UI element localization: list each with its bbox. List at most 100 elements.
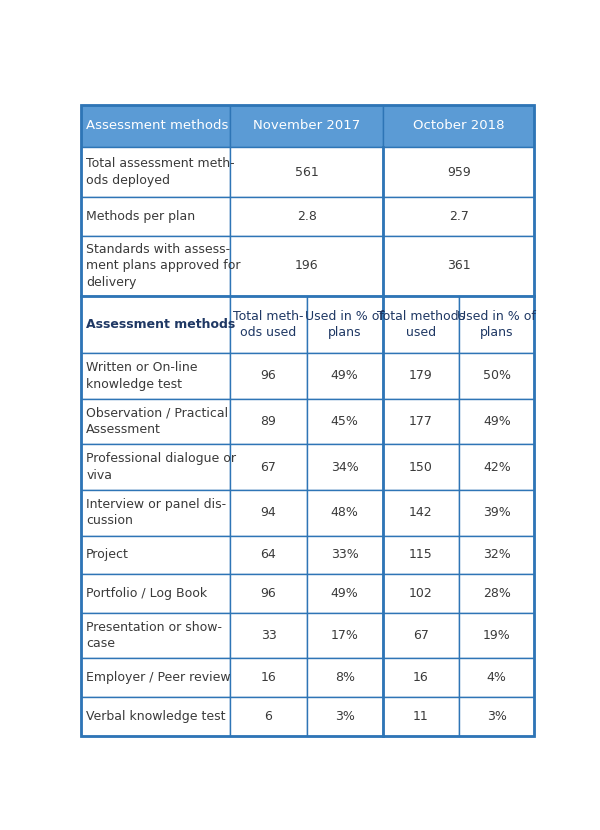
Bar [80, 353, 230, 398]
Text: 2.7: 2.7 [449, 210, 469, 223]
Text: 89: 89 [260, 415, 277, 428]
Bar [383, 658, 459, 697]
Bar [80, 697, 230, 735]
Text: Interview or panel dis-
cussion: Interview or panel dis- cussion [86, 498, 226, 528]
Bar [307, 574, 383, 613]
Bar [383, 535, 459, 574]
Text: 49%: 49% [483, 415, 511, 428]
Bar [383, 353, 459, 398]
Bar [383, 295, 459, 353]
Bar [459, 490, 535, 535]
Text: 96: 96 [260, 587, 277, 600]
Text: Used in % of
plans: Used in % of plans [457, 310, 536, 339]
Bar [383, 236, 535, 295]
Bar [307, 353, 383, 398]
Bar [459, 398, 535, 444]
Bar [230, 444, 307, 490]
Text: 361: 361 [447, 259, 470, 272]
Bar [230, 535, 307, 574]
Text: Assessment methods: Assessment methods [86, 318, 235, 331]
Text: Assessment methods: Assessment methods [86, 120, 229, 132]
Bar [459, 613, 535, 658]
Bar [80, 198, 230, 236]
Text: 33: 33 [260, 629, 277, 642]
Text: 142: 142 [409, 506, 433, 520]
Bar [383, 574, 459, 613]
Bar [383, 398, 459, 444]
Text: 33%: 33% [331, 549, 359, 561]
Bar [80, 236, 230, 295]
Bar [383, 697, 459, 735]
Bar [80, 295, 230, 353]
Bar [383, 105, 535, 147]
Text: Presentation or show-
case: Presentation or show- case [86, 621, 222, 650]
Bar [383, 444, 459, 490]
Text: 16: 16 [413, 671, 429, 684]
Bar [230, 105, 383, 147]
Text: 49%: 49% [331, 587, 359, 600]
Bar [459, 353, 535, 398]
Bar [230, 490, 307, 535]
Text: Portfolio / Log Book: Portfolio / Log Book [86, 587, 207, 600]
Text: Written or On-line
knowledge test: Written or On-line knowledge test [86, 361, 197, 391]
Bar [459, 697, 535, 735]
Bar [80, 490, 230, 535]
Bar [80, 535, 230, 574]
Text: 16: 16 [260, 671, 277, 684]
Text: Total methods
used: Total methods used [377, 310, 465, 339]
Text: 28%: 28% [483, 587, 511, 600]
Text: 102: 102 [409, 587, 433, 600]
Bar [230, 697, 307, 735]
Bar [80, 105, 230, 147]
Bar [230, 236, 383, 295]
Text: Total meth-
ods used: Total meth- ods used [233, 310, 304, 339]
Text: 19%: 19% [483, 629, 511, 642]
Text: Employer / Peer review: Employer / Peer review [86, 671, 231, 684]
Text: 17%: 17% [331, 629, 359, 642]
Text: Used in % of
plans: Used in % of plans [305, 310, 384, 339]
Text: Verbal knowledge test: Verbal knowledge test [86, 710, 226, 723]
Text: 34%: 34% [331, 461, 359, 474]
Bar [307, 398, 383, 444]
Text: November 2017: November 2017 [253, 120, 360, 132]
Bar [230, 147, 383, 198]
Text: 94: 94 [260, 506, 277, 520]
Bar [307, 535, 383, 574]
Text: 48%: 48% [331, 506, 359, 520]
Bar [459, 574, 535, 613]
Text: 32%: 32% [483, 549, 511, 561]
Bar [383, 613, 459, 658]
Text: 4%: 4% [487, 671, 506, 684]
Bar [230, 398, 307, 444]
Text: 8%: 8% [335, 671, 355, 684]
Bar [80, 613, 230, 658]
Bar [307, 613, 383, 658]
Text: Total assessment meth-
ods deployed: Total assessment meth- ods deployed [86, 158, 235, 187]
Text: 2.8: 2.8 [296, 210, 317, 223]
Bar [307, 490, 383, 535]
Bar [307, 295, 383, 353]
Bar [230, 574, 307, 613]
Bar [80, 574, 230, 613]
Text: Standards with assess-
ment plans approved for
delivery: Standards with assess- ment plans approv… [86, 242, 241, 289]
Text: 67: 67 [413, 629, 429, 642]
Text: 115: 115 [409, 549, 433, 561]
Text: 177: 177 [409, 415, 433, 428]
Bar [307, 697, 383, 735]
Text: Observation / Practical
Assessment: Observation / Practical Assessment [86, 407, 228, 437]
Text: Methods per plan: Methods per plan [86, 210, 195, 223]
Text: Professional dialogue or
viva: Professional dialogue or viva [86, 452, 236, 482]
Bar [459, 535, 535, 574]
Text: Project: Project [86, 549, 129, 561]
Bar [230, 295, 307, 353]
Bar [80, 147, 230, 198]
Text: 11: 11 [413, 710, 429, 723]
Bar [230, 658, 307, 697]
Bar [383, 147, 535, 198]
Bar [230, 613, 307, 658]
Bar [383, 490, 459, 535]
Text: 39%: 39% [483, 506, 511, 520]
Text: 3%: 3% [487, 710, 506, 723]
Bar [383, 198, 535, 236]
Bar [230, 353, 307, 398]
